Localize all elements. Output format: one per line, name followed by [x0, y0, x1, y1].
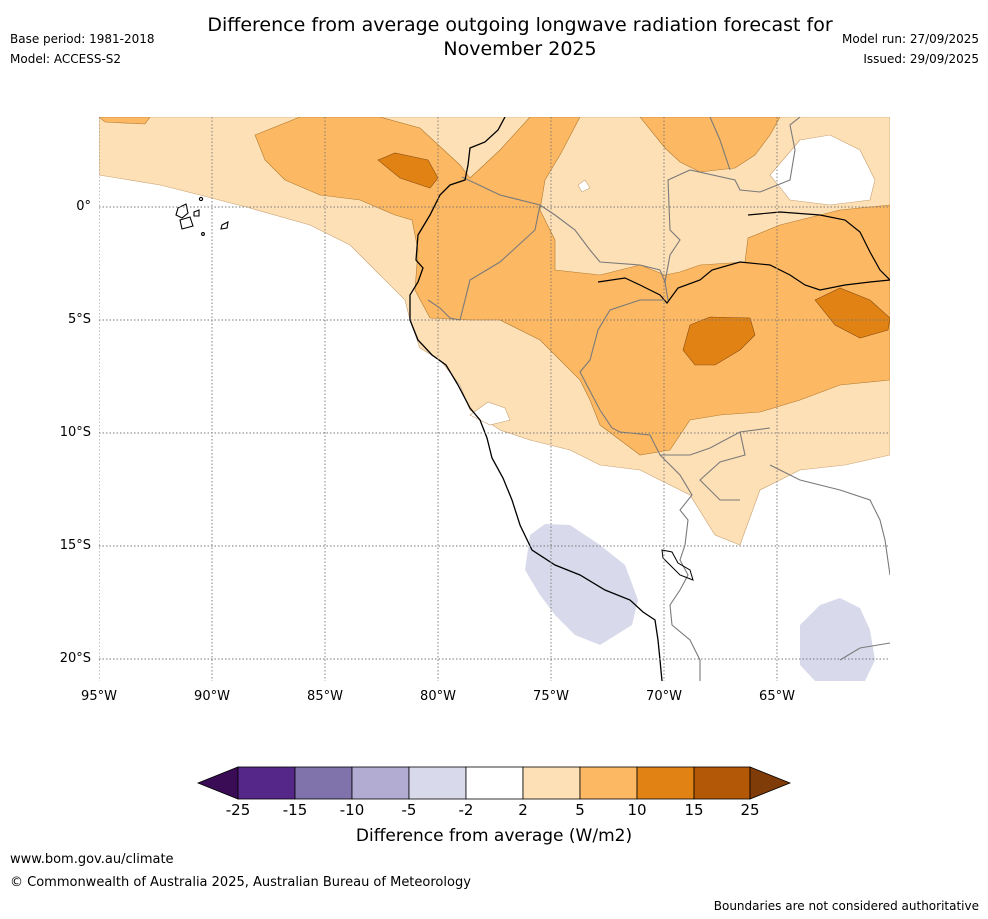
- lake-titicaca: [661, 549, 694, 581]
- colorbar-tick: 15: [684, 801, 704, 819]
- colorbar-bin-6: [522, 766, 581, 800]
- meta-right: Model run: 27/09/2025 Issued: 29/09/2025: [842, 31, 979, 71]
- colorbar-tick: -10: [339, 801, 365, 819]
- dark-orange-region-10-to-15-c: [814, 287, 890, 339]
- galapagos-east: [220, 221, 229, 230]
- galapagos-santa-cruz: [193, 209, 200, 217]
- colorbar-bin-8: [636, 766, 695, 800]
- orange-region-north-5-to-10: [254, 117, 890, 456]
- latitude-label-15s: 15°S: [59, 538, 91, 553]
- latitude-label-20s: 20°S: [59, 651, 91, 666]
- longitude-label-80w: 80°W: [420, 689, 456, 704]
- map-field: [99, 117, 890, 681]
- colorbar-low-extension: [196, 766, 239, 800]
- lavender-region-a: [525, 524, 638, 645]
- model-run: Model run: 27/09/2025: [841, 32, 979, 46]
- galapagos-islet-a: [198, 196, 204, 202]
- map-title-line-1: Difference from average outgoing longwav…: [207, 14, 833, 36]
- colorbar-tick: -5: [401, 801, 417, 819]
- lavender-region-b: [800, 598, 875, 681]
- longitude-label-70w: 70°W: [646, 689, 682, 704]
- white-pocket-small: [577, 179, 591, 193]
- footer-copyright: © Commonwealth of Australia 2025, Austra…: [10, 875, 471, 890]
- longitude-label-85w: 85°W: [307, 689, 343, 704]
- issued-date: Issued: 29/09/2025: [863, 52, 979, 66]
- latitude-label-0: 0°: [76, 199, 91, 214]
- longitude-label-75w: 75°W: [533, 689, 569, 704]
- white-pocket-north-east: [769, 134, 876, 206]
- colorbar-bin-1: [237, 766, 296, 800]
- orange-sliver-top-left: [99, 117, 151, 125]
- colorbar: [196, 766, 792, 800]
- galapagos-islet-b: [201, 232, 205, 236]
- colorbar-high-extension: [749, 766, 792, 800]
- model-name: Model: ACCESS-S2: [10, 52, 122, 66]
- colorbar-tick: -15: [282, 801, 308, 819]
- colorbar-tick: 25: [740, 801, 760, 819]
- colorbar-bin-9: [693, 766, 751, 800]
- colorbar-tick: 2: [518, 801, 528, 819]
- colorbar-bin-4: [408, 766, 467, 800]
- footer-url: www.bom.gov.au/climate: [10, 852, 174, 867]
- colorbar-tick: -2: [458, 801, 474, 819]
- dark-orange-region-10-to-15-b: [682, 316, 756, 366]
- colorbar-bin-2: [294, 766, 353, 800]
- latitude-label-10s: 10°S: [59, 425, 91, 440]
- galapagos-islands: [175, 196, 229, 236]
- colorbar-title: Difference from average (W/m2): [355, 826, 633, 846]
- latitude-label-5s: 5°S: [67, 312, 91, 327]
- orange-region-top-right-5-to-10: [639, 117, 781, 173]
- colorbar-tick: 10: [627, 801, 647, 819]
- amazon-river: [597, 211, 890, 304]
- colorbar-tick: 5: [575, 801, 585, 819]
- colorbar-bin-7: [579, 766, 638, 800]
- country-borders: [427, 117, 890, 681]
- longitude-label-90w: 90°W: [194, 689, 230, 704]
- galapagos-south: [179, 216, 194, 230]
- colorbar-tick: -25: [225, 801, 251, 819]
- colorbar-bin-5: [465, 766, 524, 800]
- meta-left: Base period: 1981-2018 Model: ACCESS-S2: [10, 31, 155, 71]
- map-title: Difference from average outgoing longwav…: [150, 13, 890, 61]
- colorbar-bin-3: [351, 766, 410, 800]
- footer-note: Boundaries are not considered authoritat…: [713, 899, 979, 913]
- longitude-label-65w: 65°W: [759, 689, 795, 704]
- graticule: [99, 117, 890, 681]
- coastline: [409, 117, 663, 681]
- galapagos-isabela: [175, 203, 189, 219]
- longitude-label-95w: 95°W: [81, 689, 117, 704]
- map-title-line-2: November 2025: [443, 38, 597, 60]
- base-period: Base period: 1981-2018: [10, 32, 155, 46]
